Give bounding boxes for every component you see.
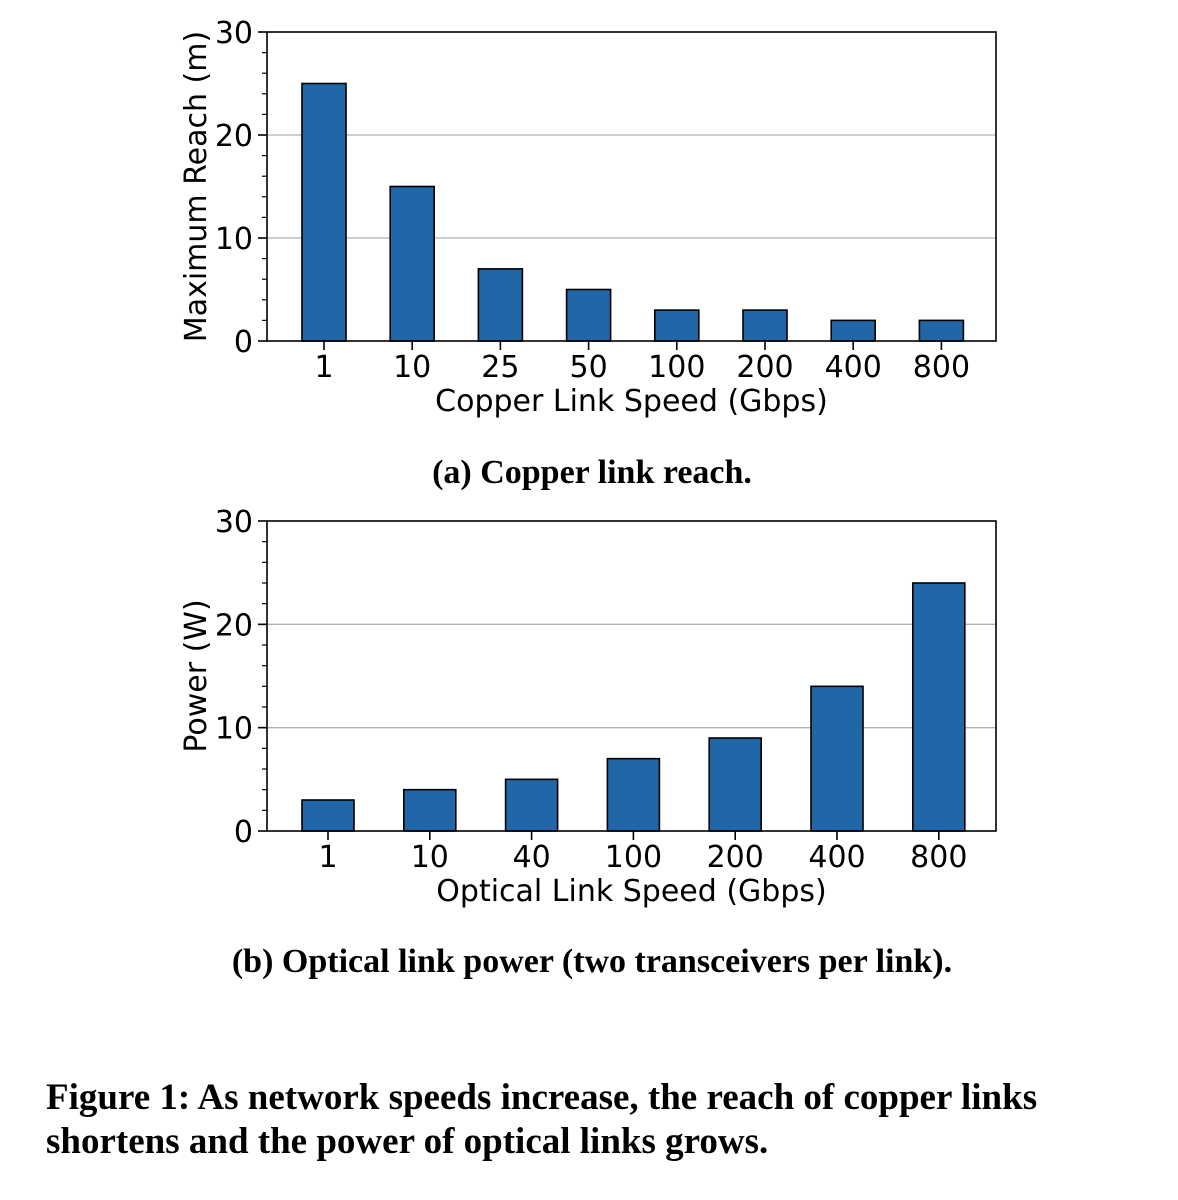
optical-caption: (b) Optical link power (two transceivers… bbox=[232, 943, 952, 980]
copper-xtick-label: 100 bbox=[648, 350, 705, 385]
copper-ytick-label: 10 bbox=[215, 222, 253, 257]
copper-bar bbox=[653, 309, 700, 342]
copper-bar bbox=[565, 288, 612, 342]
chart-copper-reach: 0 10 20 30 1 10 25 50 100 200 400 800 Copper Link Sp… bbox=[179, 16, 997, 491]
copper-xtick-label: 50 bbox=[570, 350, 608, 385]
optical-xlabel: Optical Link Speed (Gbps) bbox=[436, 874, 826, 909]
figure-caption: Figure 1: As network speeds increase, th… bbox=[46, 1077, 1038, 1162]
optical-ylabel: Power (W) bbox=[179, 599, 214, 752]
copper-ylabel: Maximum Reach (m) bbox=[179, 31, 214, 342]
optical-ytick-label: 20 bbox=[215, 608, 253, 643]
optical-xtick-label: 1 bbox=[318, 840, 337, 875]
copper-caption: (a) Copper link reach. bbox=[432, 454, 752, 491]
optical-xtick-label: 10 bbox=[411, 840, 449, 875]
optical-bar bbox=[606, 757, 661, 832]
copper-bar bbox=[301, 82, 347, 342]
optical-bar bbox=[911, 582, 966, 832]
copper-axes-frame bbox=[266, 31, 997, 342]
copper-xlabel: Copper Link Speed (Gbps) bbox=[435, 384, 828, 419]
copper-ytick-label: 30 bbox=[215, 16, 253, 51]
optical-xtick-label: 800 bbox=[910, 840, 967, 875]
copper-bar bbox=[389, 185, 436, 342]
optical-xtick-label: 40 bbox=[513, 840, 551, 875]
optical-axes-frame bbox=[266, 520, 997, 832]
copper-xtick-label: 25 bbox=[481, 350, 519, 385]
copper-ytick-label: 20 bbox=[215, 119, 253, 154]
optical-bar bbox=[810, 685, 864, 832]
optical-bar bbox=[402, 788, 457, 832]
optical-ytick-label: 10 bbox=[215, 712, 253, 747]
chart-optical-power: 0 10 20 30 1 10 40 100 200 400 800 Optical Link Spe… bbox=[179, 505, 997, 980]
optical-xtick-label: 100 bbox=[605, 840, 662, 875]
optical-bar bbox=[504, 778, 559, 832]
optical-bar bbox=[708, 737, 763, 832]
copper-xtick-label: 1 bbox=[314, 350, 333, 385]
copper-xtick-label: 400 bbox=[825, 350, 882, 385]
copper-bar bbox=[742, 309, 788, 342]
optical-xtick-label: 200 bbox=[707, 840, 764, 875]
copper-xtick-label: 10 bbox=[393, 350, 431, 385]
copper-bar bbox=[477, 268, 524, 342]
optical-xtick-label: 400 bbox=[808, 840, 865, 875]
copper-ytick-label: 0 bbox=[234, 325, 253, 360]
copper-xtick-label: 800 bbox=[913, 350, 970, 385]
optical-ytick-label: 30 bbox=[215, 505, 253, 540]
optical-ytick-label: 0 bbox=[234, 815, 253, 850]
copper-xtick-label: 200 bbox=[736, 350, 793, 385]
optical-bar bbox=[301, 799, 355, 832]
